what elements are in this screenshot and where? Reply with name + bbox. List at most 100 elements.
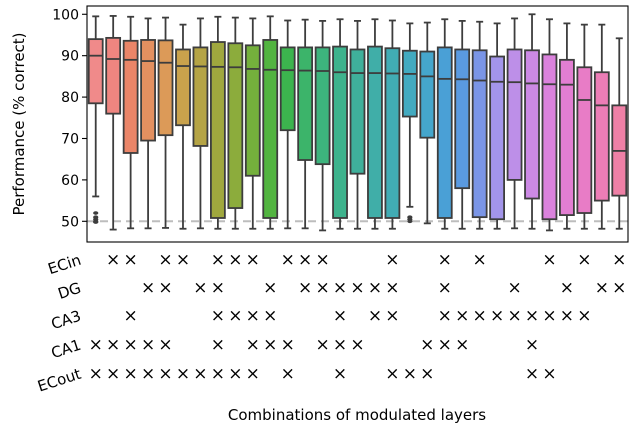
combination-mark: ×	[211, 306, 225, 326]
box-iqr	[506, 48, 523, 181]
box-iqr	[419, 50, 436, 139]
combination-mark: ×	[473, 306, 487, 326]
box-iqr	[576, 66, 593, 214]
layer-label-ecout: ECout	[35, 365, 83, 396]
combination-mark: ×	[89, 335, 103, 355]
combination-mark: ×	[315, 278, 329, 298]
combination-mark: ×	[385, 250, 399, 270]
box-1	[87, 15, 104, 224]
combination-mark: ×	[106, 335, 120, 355]
combination-mark: ×	[106, 250, 120, 270]
combination-mark: ×	[350, 278, 364, 298]
y-tick-label: 50	[61, 214, 79, 230]
box-9	[227, 16, 244, 230]
combination-mark: ×	[455, 335, 469, 355]
box-29	[576, 23, 593, 230]
combination-mark: ×	[281, 335, 295, 355]
combination-mark: ×	[542, 364, 556, 384]
box-iqr	[279, 46, 296, 132]
box-iqr	[471, 49, 488, 219]
combination-mark: ×	[106, 364, 120, 384]
x-axis-label: Combinations of modulated layers	[228, 406, 486, 424]
box-16	[349, 20, 366, 230]
combination-mark: ×	[158, 278, 172, 298]
combination-mark: ×	[158, 335, 172, 355]
combination-mark: ×	[420, 364, 434, 384]
combination-mark: ×	[228, 306, 242, 326]
combination-mark: ×	[124, 250, 138, 270]
box-iqr	[244, 44, 261, 177]
combination-mark: ×	[577, 250, 591, 270]
box-5	[157, 16, 174, 229]
combination-mark: ×	[124, 335, 138, 355]
box-7	[192, 17, 209, 230]
box-10	[244, 17, 261, 230]
y-tick-label: 80	[61, 90, 79, 106]
box-20	[419, 21, 436, 225]
combination-mark: ×	[141, 278, 155, 298]
combination-mark: ×	[211, 250, 225, 270]
box-12	[279, 19, 296, 230]
box-iqr	[367, 45, 383, 219]
combination-mark: ×	[281, 250, 295, 270]
box-28	[559, 22, 575, 230]
box-iqr	[332, 45, 348, 219]
combination-mark: ×	[542, 306, 556, 326]
combination-mark: ×	[507, 278, 521, 298]
combination-mark: ×	[560, 278, 574, 298]
combination-mark: ×	[350, 335, 364, 355]
combination-mark: ×	[141, 364, 155, 384]
y-tick-label: 70	[61, 131, 79, 147]
box-27	[541, 18, 558, 232]
box-30	[593, 23, 610, 230]
combination-mark: ×	[333, 364, 347, 384]
box-iqr	[210, 41, 226, 219]
combination-mark: ×	[542, 250, 556, 270]
combination-mark: ×	[333, 306, 347, 326]
box-19	[401, 22, 418, 224]
box-15	[332, 18, 348, 230]
combination-mark: ×	[438, 278, 452, 298]
box-14	[314, 20, 331, 232]
outlier-point	[407, 219, 413, 224]
box-iqr	[140, 39, 156, 142]
combination-mark: ×	[211, 335, 225, 355]
box-iqr	[524, 49, 540, 200]
box-4	[140, 17, 156, 230]
combination-mark: ×	[403, 364, 417, 384]
combination-mark: ×	[368, 278, 382, 298]
combination-mark: ×	[438, 335, 452, 355]
box-iqr	[489, 55, 505, 221]
combination-mark: ×	[385, 306, 399, 326]
combination-mark: ×	[298, 250, 312, 270]
combination-mark: ×	[211, 278, 225, 298]
combination-marks: × × × × × × × × × × × × × × × ×× × × × × × × × × × × × × × × ×× × × × × × × ×…	[89, 250, 627, 384]
box-iqr	[297, 46, 314, 161]
combination-mark: ×	[263, 335, 277, 355]
y-tick-label: 90	[61, 49, 79, 65]
box-iqr	[593, 71, 610, 202]
box-3	[122, 15, 139, 230]
layer-label-ca1: CA1	[49, 336, 83, 362]
combination-mark: ×	[193, 278, 207, 298]
box-iqr	[105, 36, 122, 115]
outlier-point	[93, 220, 99, 224]
box-11	[262, 15, 279, 230]
combination-mark: ×	[525, 306, 539, 326]
box-25	[506, 17, 523, 230]
y-axis: 50 60 70 80 90 100	[52, 7, 87, 230]
box-23	[471, 20, 488, 230]
combination-mark: ×	[490, 306, 504, 326]
plot-frame	[86, 5, 629, 243]
combination-mark: ×	[141, 335, 155, 355]
combination-mark: ×	[333, 335, 347, 355]
combination-mark: ×	[315, 250, 329, 270]
combination-mark: ×	[176, 364, 190, 384]
combination-mark: ×	[455, 306, 469, 326]
combination-mark: ×	[612, 278, 626, 298]
combination-mark: ×	[263, 306, 277, 326]
box-iqr	[401, 49, 418, 118]
combination-mark: ×	[333, 278, 347, 298]
box-26	[524, 13, 540, 230]
